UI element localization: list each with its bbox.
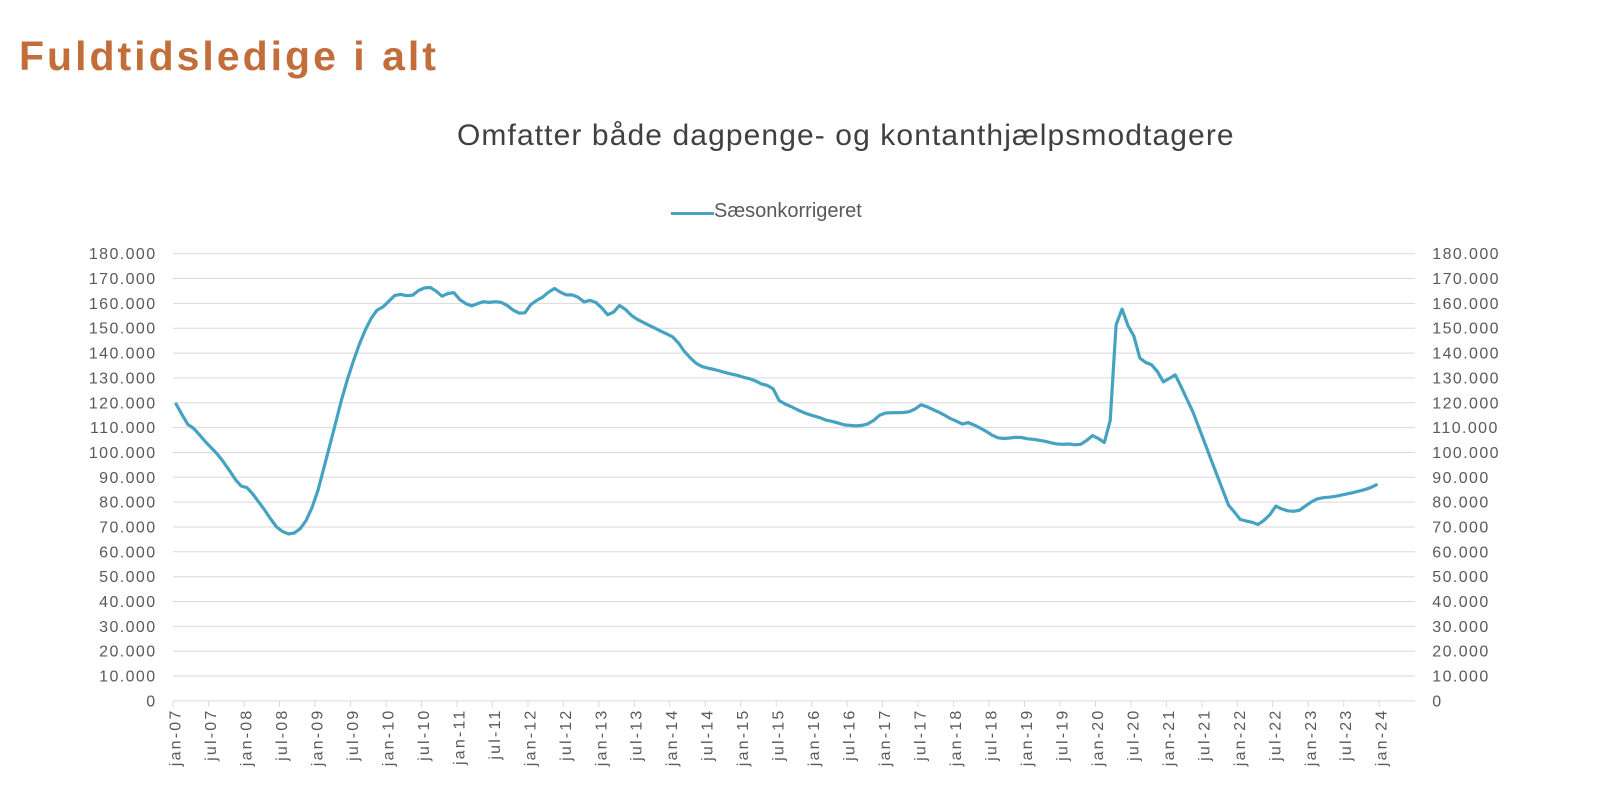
svg-text:jul-08: jul-08 — [274, 709, 291, 762]
svg-text:jan-13: jan-13 — [593, 709, 610, 768]
svg-text:0: 0 — [1432, 693, 1442, 710]
svg-text:90.000: 90.000 — [99, 470, 156, 487]
svg-text:110.000: 110.000 — [90, 420, 156, 437]
svg-text:10.000: 10.000 — [1432, 669, 1489, 686]
svg-text:140.000: 140.000 — [89, 346, 157, 363]
svg-text:jul-19: jul-19 — [1054, 709, 1071, 762]
svg-text:70.000: 70.000 — [1432, 520, 1489, 537]
svg-text:30.000: 30.000 — [99, 619, 156, 636]
svg-text:jan-18: jan-18 — [948, 709, 965, 768]
svg-text:jan-15: jan-15 — [735, 709, 752, 768]
svg-text:jan-24: jan-24 — [1374, 709, 1391, 768]
svg-text:80.000: 80.000 — [1432, 495, 1489, 512]
svg-text:jul-15: jul-15 — [771, 709, 788, 762]
svg-text:20.000: 20.000 — [1432, 644, 1489, 661]
svg-text:jan-09: jan-09 — [310, 709, 327, 768]
svg-text:0: 0 — [146, 693, 156, 710]
svg-text:10.000: 10.000 — [99, 669, 156, 686]
svg-text:jan-07: jan-07 — [168, 709, 185, 768]
svg-text:120.000: 120.000 — [89, 395, 157, 412]
svg-text:20.000: 20.000 — [99, 644, 156, 661]
svg-text:jan-20: jan-20 — [1090, 709, 1107, 768]
svg-text:jan-16: jan-16 — [806, 709, 823, 768]
svg-text:90.000: 90.000 — [1432, 470, 1489, 487]
svg-text:160.000: 160.000 — [1432, 296, 1500, 313]
svg-text:50.000: 50.000 — [99, 569, 156, 586]
svg-text:jul-23: jul-23 — [1338, 709, 1355, 762]
svg-text:jan-23: jan-23 — [1303, 709, 1320, 768]
svg-text:70.000: 70.000 — [99, 520, 156, 537]
svg-text:jul-20: jul-20 — [1125, 709, 1142, 762]
svg-text:120.000: 120.000 — [1432, 395, 1500, 412]
svg-text:jul-22: jul-22 — [1267, 709, 1284, 762]
svg-text:jul-11: jul-11 — [487, 709, 504, 761]
svg-text:80.000: 80.000 — [99, 495, 156, 512]
svg-text:jan-08: jan-08 — [239, 709, 256, 768]
svg-text:jul-09: jul-09 — [345, 709, 362, 762]
svg-text:jul-18: jul-18 — [984, 709, 1001, 762]
svg-text:170.000: 170.000 — [89, 271, 157, 288]
svg-text:130.000: 130.000 — [1432, 370, 1500, 387]
svg-text:180.000: 180.000 — [1432, 246, 1500, 263]
svg-text:150.000: 150.000 — [89, 321, 157, 338]
svg-text:jan-11: jan-11 — [451, 709, 468, 767]
svg-text:60.000: 60.000 — [99, 544, 156, 561]
svg-text:jan-12: jan-12 — [522, 709, 539, 768]
svg-text:jul-13: jul-13 — [629, 709, 646, 762]
svg-text:jul-16: jul-16 — [842, 709, 859, 762]
svg-text:jan-21: jan-21 — [1161, 709, 1178, 768]
svg-text:jul-17: jul-17 — [913, 709, 930, 762]
svg-text:110.000: 110.000 — [1432, 420, 1498, 437]
svg-text:jan-10: jan-10 — [380, 709, 397, 768]
svg-text:40.000: 40.000 — [1432, 594, 1489, 611]
svg-text:jul-10: jul-10 — [416, 709, 433, 762]
svg-text:180.000: 180.000 — [89, 246, 157, 263]
svg-text:140.000: 140.000 — [1432, 346, 1500, 363]
svg-text:jul-12: jul-12 — [558, 709, 575, 762]
svg-text:jul-14: jul-14 — [700, 709, 717, 762]
svg-text:150.000: 150.000 — [1432, 321, 1500, 338]
svg-text:100.000: 100.000 — [89, 445, 157, 462]
svg-text:jan-17: jan-17 — [877, 709, 894, 768]
svg-text:jan-14: jan-14 — [664, 709, 681, 768]
svg-text:130.000: 130.000 — [89, 370, 157, 387]
svg-text:50.000: 50.000 — [1432, 569, 1489, 586]
svg-text:170.000: 170.000 — [1432, 271, 1500, 288]
svg-text:jan-19: jan-19 — [1019, 709, 1036, 768]
svg-text:jul-07: jul-07 — [203, 709, 220, 762]
svg-text:60.000: 60.000 — [1432, 544, 1489, 561]
svg-text:100.000: 100.000 — [1432, 445, 1500, 462]
svg-text:40.000: 40.000 — [99, 594, 156, 611]
svg-text:30.000: 30.000 — [1432, 619, 1489, 636]
svg-text:jan-22: jan-22 — [1232, 709, 1249, 768]
svg-text:160.000: 160.000 — [89, 296, 157, 313]
svg-text:jul-21: jul-21 — [1196, 709, 1213, 762]
